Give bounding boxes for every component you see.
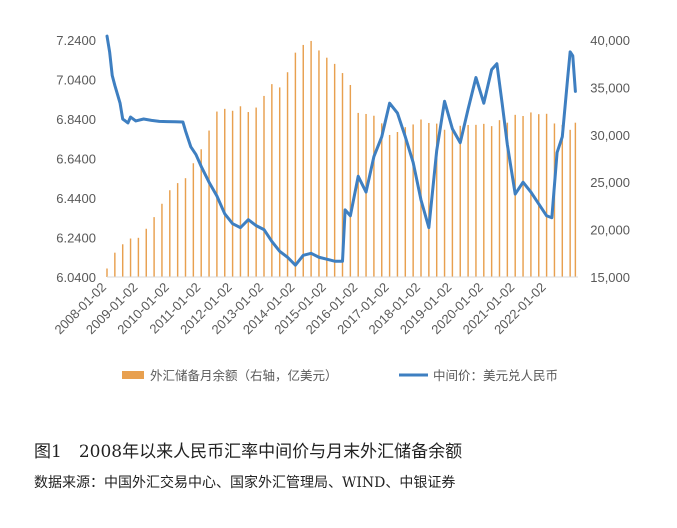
figure-caption: 图1 2008年以来人民币汇率中间价与月末外汇储备余额 — [34, 437, 462, 462]
reserve-bar — [224, 108, 226, 277]
left-tick-label: 6.4400 — [56, 191, 96, 206]
reserve-bar — [404, 127, 407, 278]
reserve-bar — [169, 190, 171, 277]
legend-label-rate: 中间价：美元兑人民币 — [433, 368, 558, 383]
reserve-bar — [184, 178, 187, 277]
left-tick-label: 6.2400 — [56, 231, 96, 246]
reserve-bar — [302, 44, 304, 278]
reserve-bar — [200, 149, 202, 277]
left-axis-ticks: 6.0400 6.2400 6.4400 6.6400 6.8400 7.0400 7.24… — [56, 33, 96, 285]
reserve-bar — [490, 126, 493, 277]
reserve-bar — [538, 114, 540, 277]
reserve-bar — [271, 84, 273, 277]
figure-source: 数据来源：中国外汇交易中心、国家外汇管理局、WIND、中银证券 — [34, 475, 456, 491]
reserve-bar — [459, 125, 461, 277]
left-tick-label: 7.0400 — [56, 73, 96, 88]
left-tick-label: 6.0400 — [56, 270, 96, 285]
reserve-bar — [428, 122, 430, 277]
reserve-bar — [574, 122, 577, 277]
legend: 外汇储备月余额（右轴，亿美元） 中间价：美元兑人民币 — [122, 368, 558, 383]
reserve-bar — [412, 124, 414, 277]
reserve-bar — [388, 134, 391, 277]
reserve-bar — [286, 72, 289, 277]
reserve-bar — [435, 123, 438, 278]
reserve-bar — [263, 95, 265, 278]
reserve-bar — [569, 129, 571, 277]
reserve-bar — [318, 50, 320, 278]
reserve-bar — [161, 203, 163, 277]
reserve-bar — [349, 84, 352, 277]
right-tick-label: 20,000 — [590, 223, 630, 238]
left-tick-label: 7.2400 — [56, 33, 96, 48]
rate-line — [105, 34, 577, 267]
reserve-bar — [561, 124, 564, 277]
reserve-bar — [278, 87, 281, 278]
reserve-bar — [451, 126, 454, 277]
reserve-bar — [231, 110, 234, 277]
reserve-bar — [153, 217, 155, 277]
reserve-bar — [129, 238, 132, 277]
right-tick-label: 30,000 — [590, 128, 630, 143]
reserve-bar — [294, 52, 297, 278]
caption-title: 2008年以来人民币汇率中间价与月末外汇储备余额 — [78, 442, 463, 462]
caption-number: 图1 — [34, 442, 62, 462]
right-tick-label: 40,000 — [590, 33, 630, 48]
reserve-bar — [121, 244, 124, 277]
reserve-bar — [506, 122, 509, 277]
reserve-bar — [373, 115, 375, 278]
right-tick-label: 35,000 — [590, 80, 630, 95]
reserve-bar — [475, 124, 477, 277]
reserve-bar — [326, 57, 328, 277]
reserve-bar — [522, 116, 524, 277]
reserve-bars — [106, 40, 577, 278]
reserve-bar — [239, 106, 242, 278]
reserve-bar — [443, 129, 446, 277]
reserve-bar — [255, 107, 257, 277]
reserve-bar — [381, 123, 383, 277]
reserve-bar — [114, 252, 116, 277]
right-tick-label: 15,000 — [590, 270, 630, 285]
reserve-bar — [176, 183, 179, 277]
reserve-bar — [247, 112, 250, 277]
reserve-bar — [341, 73, 344, 277]
reserve-bar — [137, 237, 140, 277]
reserve-bar — [514, 114, 516, 277]
reserve-bar — [498, 120, 501, 277]
left-tick-label: 6.8400 — [56, 112, 96, 127]
reserve-bar — [106, 268, 108, 277]
left-tick-label: 6.6400 — [56, 152, 96, 167]
reserve-bar — [357, 112, 359, 277]
reserve-bar — [467, 124, 469, 277]
reserve-bar — [310, 40, 312, 278]
legend-label-reserves: 外汇储备月余额（右轴，亿美元） — [150, 368, 338, 383]
reserve-bar — [396, 132, 399, 277]
reserve-bar — [365, 113, 367, 277]
legend-swatch-reserves — [122, 371, 144, 379]
x-axis-ticks: 2008-01-022009-01-022010-01-022011-01-02… — [51, 280, 548, 338]
right-axis-ticks: 15,000 20,000 25,000 30,000 35,000 40,000 — [590, 33, 630, 285]
right-tick-label: 25,000 — [590, 175, 630, 190]
reserve-bar — [192, 163, 195, 277]
reserve-bar — [208, 130, 210, 277]
reserve-bar — [145, 228, 147, 277]
rate-line-layer — [105, 34, 577, 267]
reserve-bar — [333, 63, 336, 277]
reserve-bar — [483, 123, 485, 277]
reserve-bar — [545, 113, 548, 277]
